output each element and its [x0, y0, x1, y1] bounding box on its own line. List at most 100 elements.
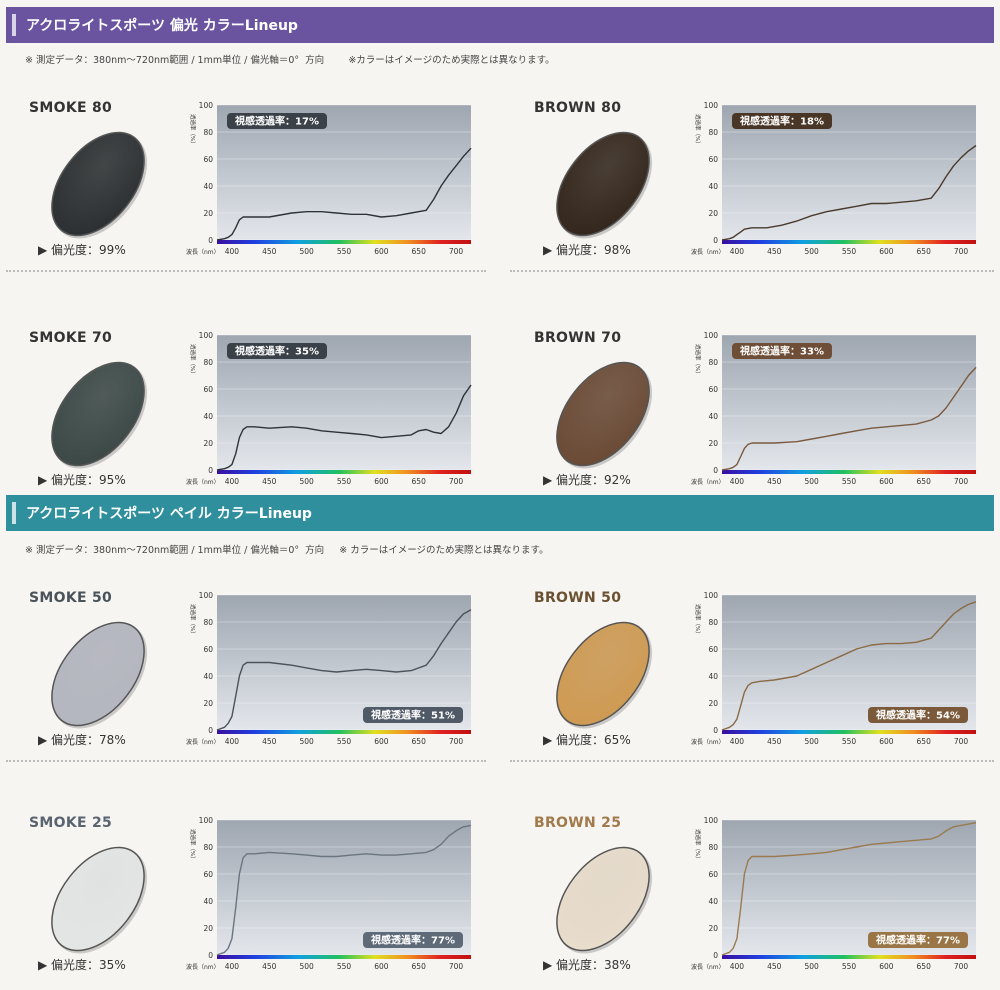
- transmittance-badge: [868, 932, 968, 948]
- x-tick-label: 650: [412, 477, 427, 486]
- y-tick-label: 80: [203, 618, 213, 627]
- y-tick-label: 80: [708, 618, 718, 627]
- x-axis-label: 波長（nm）: [691, 963, 725, 971]
- transmittance-curve: [216, 384, 472, 471]
- section-title: アクロライトスポーツ ペイル カラーLineup: [26, 506, 312, 522]
- y-tick-label: 40: [708, 897, 718, 906]
- y-tick-label: 100: [199, 101, 214, 110]
- x-tick-label: 500: [299, 737, 314, 746]
- x-tick-label: 600: [374, 737, 389, 746]
- x-tick-label: 500: [804, 962, 819, 971]
- y-tick-label: 20: [203, 209, 213, 218]
- y-tick-label: 0: [713, 726, 718, 735]
- divider: [510, 760, 994, 762]
- x-axis-label: 波長（nm）: [186, 478, 220, 486]
- x-tick-label: 700: [954, 962, 969, 971]
- x-tick-label: 550: [337, 737, 352, 746]
- y-tick-label: 60: [708, 155, 718, 164]
- x-tick-label: 700: [449, 477, 464, 486]
- y-tick-label: 0: [208, 726, 213, 735]
- measurement-note: ※ 測定データ：380nm～720nm範囲 / 1mm単位 / 偏光軸＝0° 方…: [25, 55, 555, 66]
- polarization-degree: ▶ 偏光度：92%: [543, 473, 631, 487]
- x-axis-label: 波長（nm）: [691, 738, 725, 746]
- transmittance-badge-label: 視感透過率：17%: [234, 115, 319, 128]
- transmittance-badge: [363, 932, 463, 948]
- transmittance-badge-label: 視感透過率：51%: [370, 709, 455, 722]
- x-tick-label: 650: [412, 247, 427, 256]
- y-tick-label: 80: [708, 843, 718, 852]
- transmittance-badge: [363, 707, 463, 723]
- x-tick-label: 450: [262, 247, 277, 256]
- polarization-degree: ▶ 偏光度：95%: [38, 473, 126, 487]
- x-tick-label: 450: [767, 737, 782, 746]
- x-tick-label: 700: [449, 737, 464, 746]
- x-tick-label: 700: [954, 737, 969, 746]
- lens-name: SMOKE 70: [29, 330, 113, 346]
- x-tick-label: 400: [225, 737, 240, 746]
- x-tick-label: 400: [730, 247, 745, 256]
- y-tick-label: 40: [203, 182, 213, 191]
- y-axis-label: 透過率（%）: [694, 604, 702, 637]
- x-tick-label: 500: [804, 247, 819, 256]
- y-tick-label: 40: [708, 672, 718, 681]
- transmittance-badge-label: 視感透過率：33%: [739, 345, 824, 358]
- x-axis-label: 波長（nm）: [186, 738, 220, 746]
- x-tick-label: 550: [842, 737, 857, 746]
- lens-name: BROWN 25: [534, 815, 622, 831]
- y-tick-label: 20: [203, 924, 213, 933]
- y-tick-label: 100: [704, 816, 719, 825]
- x-tick-label: 450: [262, 962, 277, 971]
- x-tick-label: 450: [767, 247, 782, 256]
- y-tick-label: 60: [203, 155, 213, 164]
- y-tick-label: 0: [713, 951, 718, 960]
- y-tick-label: 40: [203, 412, 213, 421]
- x-tick-label: 600: [879, 962, 894, 971]
- y-tick-label: 100: [199, 816, 214, 825]
- lens-name: BROWN 80: [534, 100, 622, 116]
- transmittance-curve: [721, 366, 977, 471]
- y-axis-label: 透過率（%）: [189, 344, 197, 377]
- divider: [6, 270, 486, 272]
- y-tick-label: 20: [708, 924, 718, 933]
- x-tick-label: 550: [337, 477, 352, 486]
- x-tick-label: 500: [299, 962, 314, 971]
- y-tick-label: 40: [203, 672, 213, 681]
- x-tick-label: 550: [337, 962, 352, 971]
- spectrum-bar: [217, 955, 471, 959]
- transmittance-curve: [721, 601, 977, 731]
- x-tick-label: 450: [767, 477, 782, 486]
- transmittance-badge-label: 視感透過率：54%: [875, 709, 960, 722]
- x-tick-label: 650: [412, 962, 427, 971]
- x-tick-label: 650: [917, 962, 932, 971]
- transmittance-badge: [732, 343, 832, 359]
- x-tick-label: 500: [299, 247, 314, 256]
- polarization-degree: ▶ 偏光度：99%: [38, 243, 126, 257]
- spectrum-bar: [217, 240, 471, 244]
- x-tick-label: 700: [954, 247, 969, 256]
- lens-name: BROWN 50: [534, 590, 622, 606]
- x-tick-label: 700: [449, 247, 464, 256]
- lens-name: SMOKE 25: [29, 815, 113, 831]
- x-tick-label: 550: [842, 477, 857, 486]
- x-axis-label: 波長（nm）: [186, 963, 220, 971]
- y-axis-label: 透過率（%）: [694, 114, 702, 147]
- x-tick-label: 450: [767, 962, 782, 971]
- y-tick-label: 100: [199, 591, 214, 600]
- transmittance-curve: [216, 609, 472, 731]
- spectrum-bar: [722, 730, 976, 734]
- y-axis-label: 透過率（%）: [694, 344, 702, 377]
- y-tick-label: 100: [704, 101, 719, 110]
- x-tick-label: 500: [299, 477, 314, 486]
- x-tick-label: 500: [804, 737, 819, 746]
- y-tick-label: 80: [203, 843, 213, 852]
- transmittance-badge-label: 視感透過率：77%: [370, 934, 455, 947]
- y-tick-label: 40: [708, 182, 718, 191]
